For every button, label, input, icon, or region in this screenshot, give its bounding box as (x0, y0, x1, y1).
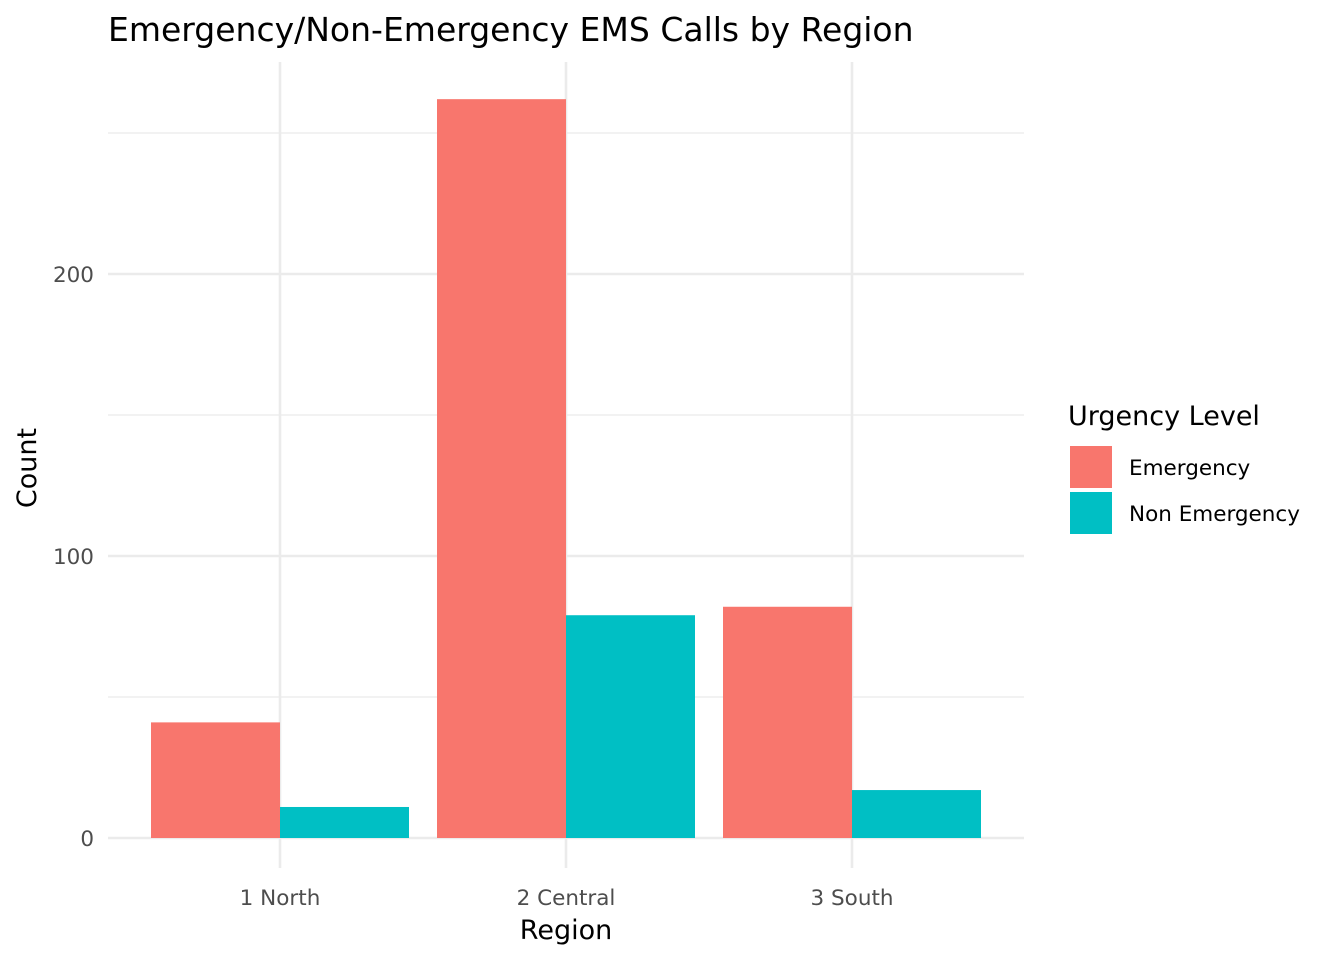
legend: Urgency Level Emergency Non Emergency (1068, 401, 1300, 534)
y-axis-ticks: 0 100 200 (53, 263, 94, 852)
y-tick-label: 0 (80, 827, 94, 852)
legend-swatch-emergency (1070, 446, 1112, 488)
legend-title: Urgency Level (1068, 401, 1260, 432)
bar-non-emergency-1 (280, 806, 409, 838)
x-tick-label: 2 Central (517, 886, 616, 911)
x-tick-label: 1 North (240, 886, 321, 911)
y-tick-label: 200 (53, 263, 94, 288)
bar-non-emergency-3 (852, 790, 981, 838)
x-tick-label: 3 South (811, 886, 894, 911)
x-axis-title: Region (520, 915, 612, 946)
legend-items: Emergency Non Emergency (1070, 446, 1300, 534)
x-axis-ticks: 1 North 2 Central 3 South (240, 886, 894, 911)
legend-label-non-emergency: Non Emergency (1129, 502, 1300, 527)
bars (151, 99, 981, 838)
legend-swatch-non-emergency (1070, 492, 1112, 534)
chart-title: Emergency/Non-Emergency EMS Calls by Reg… (108, 10, 914, 49)
bar-emergency-1 (151, 722, 280, 838)
bar-non-emergency-2 (566, 615, 695, 838)
y-tick-label: 100 (53, 545, 94, 570)
y-axis-title: Count (12, 428, 43, 508)
legend-label-emergency: Emergency (1129, 456, 1251, 481)
bar-emergency-2 (437, 99, 566, 838)
bar-emergency-3 (723, 606, 852, 838)
